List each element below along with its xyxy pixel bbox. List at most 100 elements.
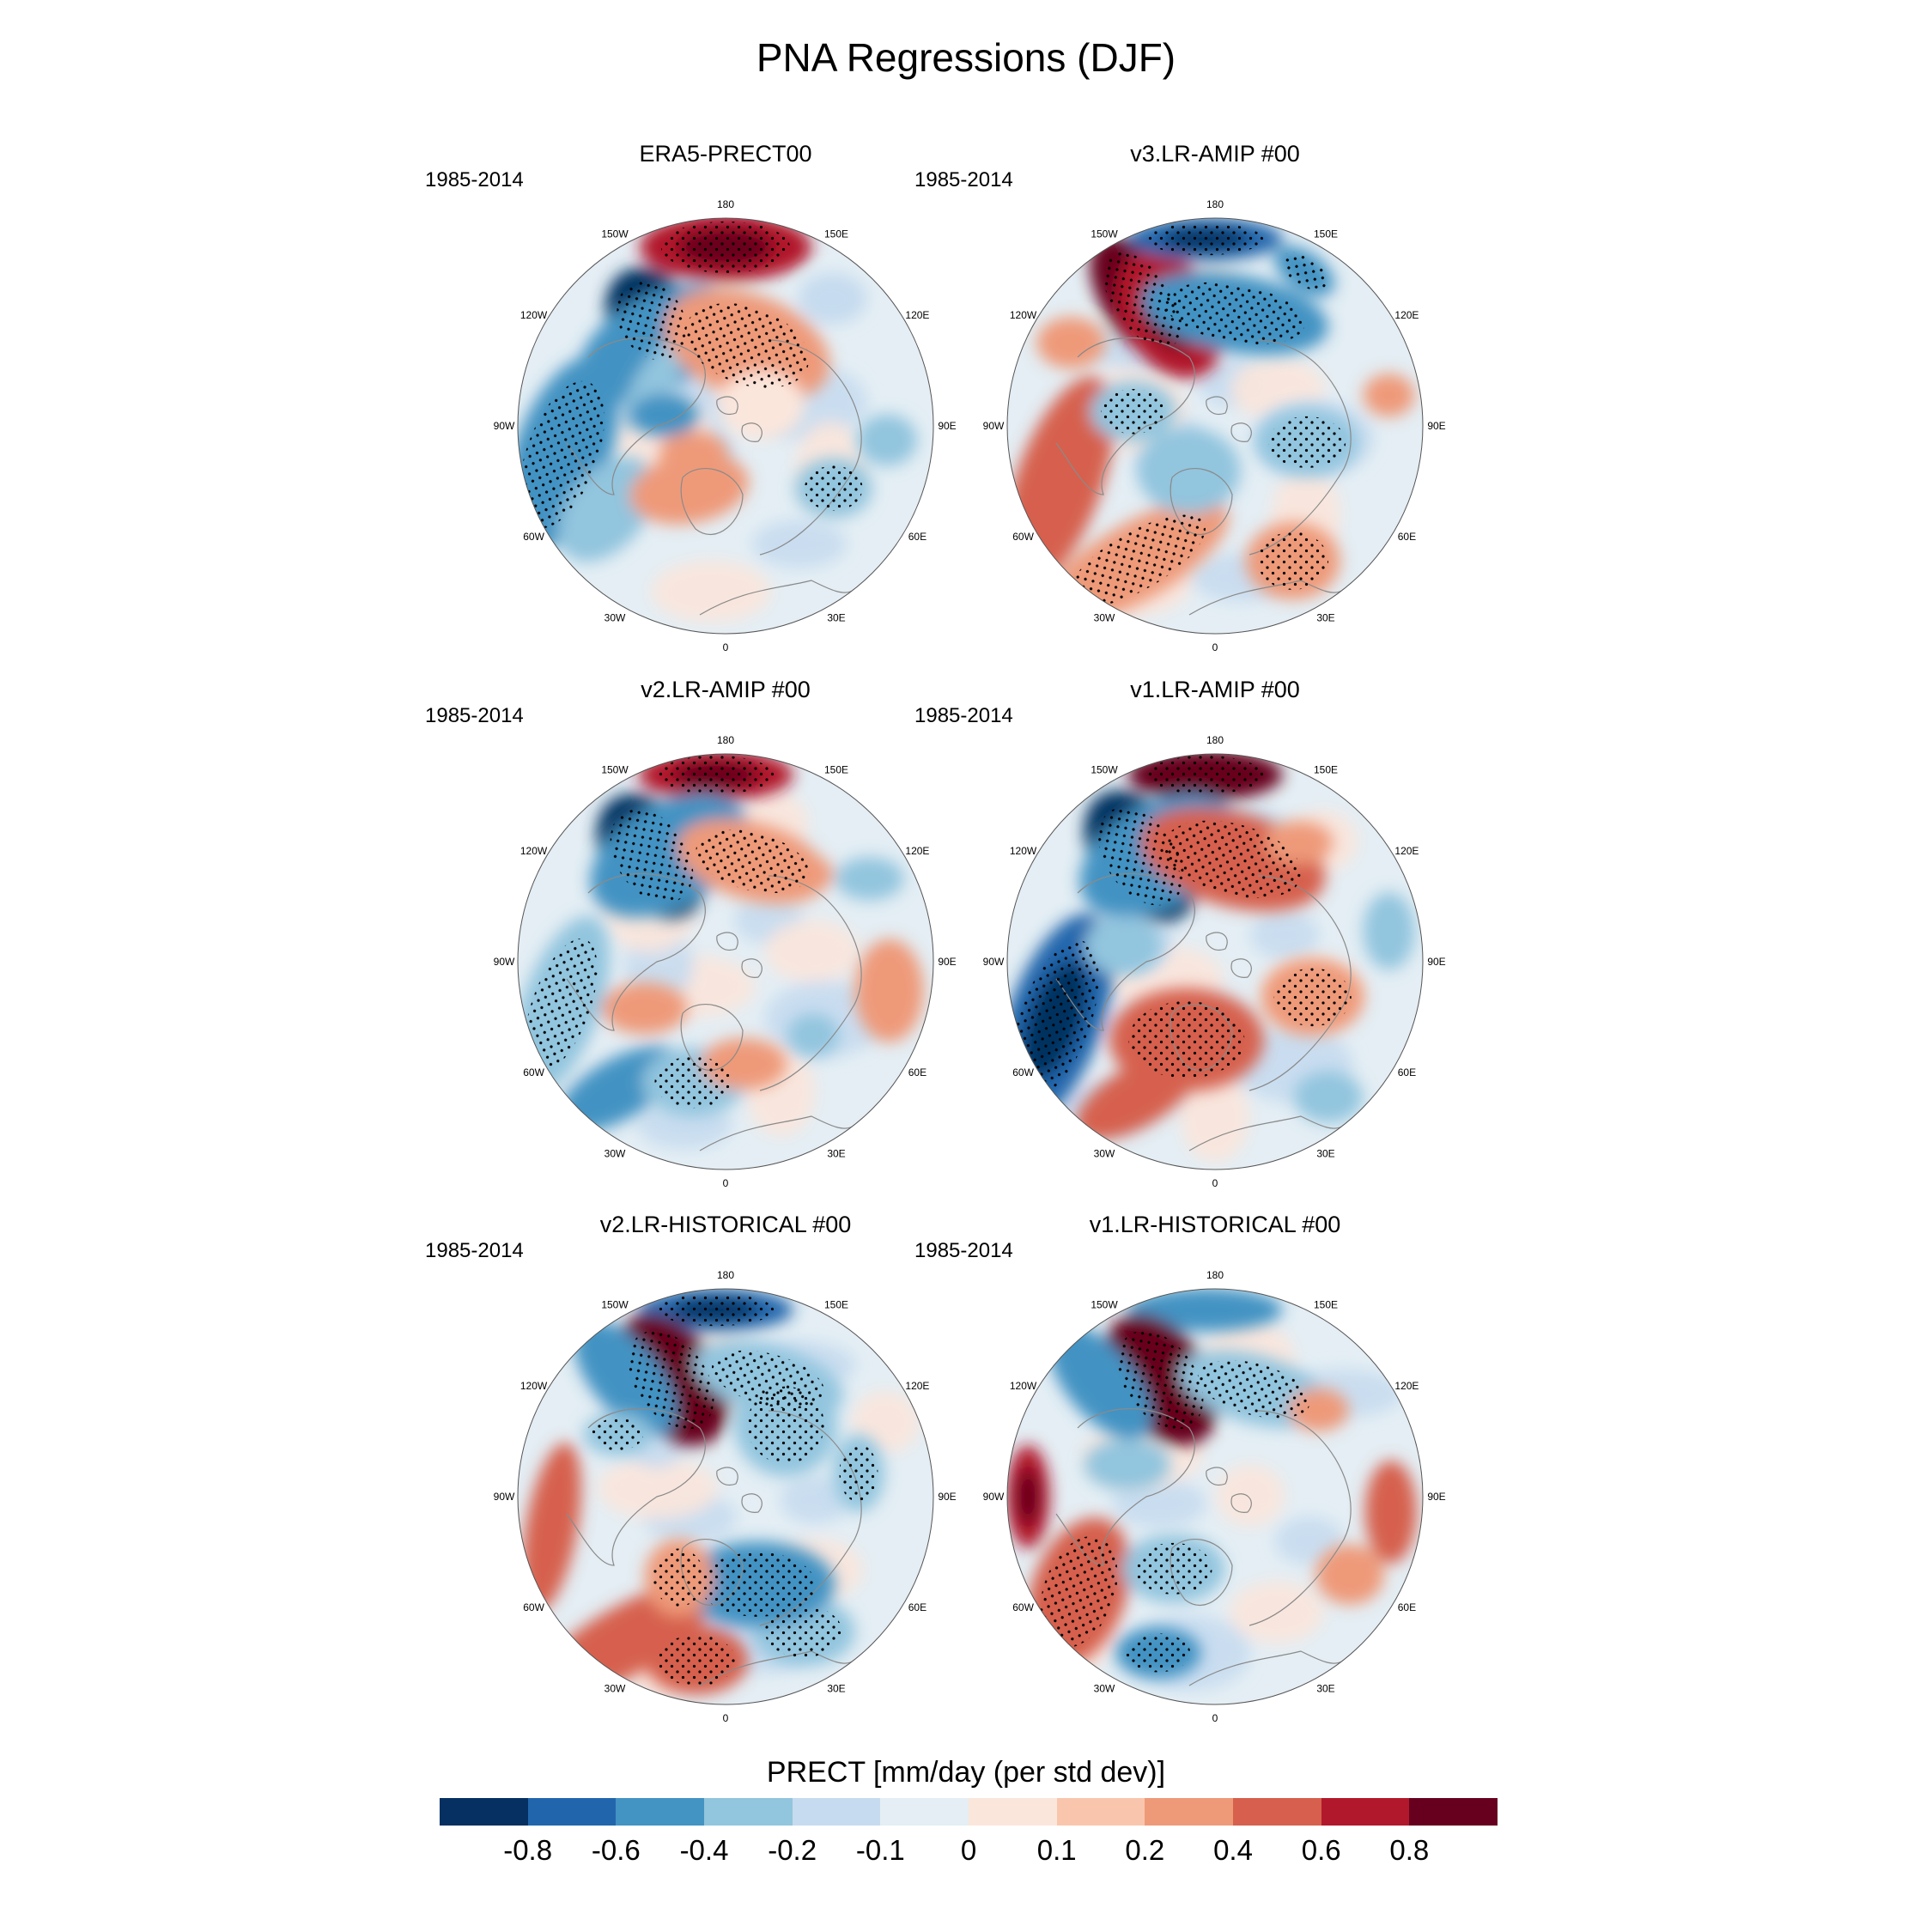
- significance-stippling: [524, 938, 598, 1073]
- neutral-anomaly-patch: [751, 519, 847, 568]
- longitude-label: 90E: [1427, 956, 1445, 968]
- longitude-label: 150W: [601, 764, 629, 776]
- significance-stippling: [658, 1293, 775, 1327]
- neutral-anomaly-patch: [1229, 1581, 1324, 1643]
- significance-stippling: [1011, 940, 1099, 1100]
- colorbar-tick-label: -0.4: [679, 1834, 729, 1866]
- longitude-label: 120W: [1010, 309, 1037, 321]
- period-label: 1985-2014: [425, 704, 524, 727]
- anomaly-region: [857, 414, 918, 466]
- colorbar-tick-label: -0.6: [591, 1834, 641, 1866]
- colorbar: [440, 1798, 1498, 1826]
- anomaly-region: [835, 857, 904, 901]
- longitude-label: 90E: [1427, 420, 1445, 432]
- panel-era5: 180 150E 120E 90E 60E 30E 0 30W 60W 90W 120W 150W E…: [425, 141, 966, 666]
- longitude-label: 90E: [938, 1491, 956, 1503]
- longitude-label: 180: [1206, 1269, 1224, 1281]
- polar-map: 180 150E 120E 90E 60E 30E 0 30W 60W 90W 120W 150W: [983, 198, 1446, 653]
- neutral-anomaly-patch: [651, 560, 772, 623]
- significance-stippling: [1068, 514, 1206, 607]
- longitude-label: 0: [723, 1712, 729, 1724]
- anomaly-region: [1137, 428, 1241, 514]
- panel-title: v3.LR-AMIP #00: [1130, 141, 1300, 167]
- longitude-label: 180: [1206, 734, 1224, 746]
- significance-stippling: [1040, 1536, 1118, 1649]
- polar-map: 180 150E 120E 90E 60E 30E 0 30W 60W 90W 120W 150W: [983, 734, 1446, 1189]
- panel-v1-historical: 180 150E 120E 90E 60E 30E 0 30W 60W 90W 120W 150W v…: [914, 1212, 1455, 1737]
- longitude-label: 60E: [1398, 531, 1416, 543]
- longitude-label: 120W: [520, 1380, 548, 1392]
- longitude-label: 180: [717, 1269, 734, 1281]
- anomaly-region: [1048, 1325, 1152, 1439]
- significance-stippling: [1257, 532, 1328, 590]
- neutral-anomaly-patch: [1112, 1479, 1207, 1528]
- polar-map: 180 150E 120E 90E 60E 30E 0 30W 60W 90W 120W 150W: [494, 198, 957, 653]
- longitude-label: 120E: [905, 845, 929, 857]
- longitude-label: 90W: [983, 956, 1005, 968]
- map-boundary: [1006, 217, 1424, 635]
- anomaly-region: [798, 272, 867, 325]
- longitude-label: 150W: [1091, 228, 1118, 240]
- significance-stippling: [1101, 388, 1166, 434]
- anomaly-region: [522, 1443, 581, 1613]
- longitude-label: 90W: [494, 956, 515, 968]
- significance-stippling: [804, 465, 863, 511]
- significance-stippling: [1117, 1330, 1204, 1430]
- period-label: 1985-2014: [425, 168, 524, 191]
- longitude-label: 150W: [601, 1299, 629, 1311]
- significance-stippling: [1163, 820, 1303, 899]
- colorbar-tick-label: 0.6: [1301, 1834, 1341, 1866]
- longitude-label: 0: [1212, 641, 1218, 653]
- neutral-anomaly-patch: [1216, 1464, 1285, 1527]
- significance-stippling: [696, 829, 810, 894]
- longitude-label: 150E: [1314, 1299, 1338, 1311]
- neutral-anomaly-patch: [1274, 1516, 1344, 1565]
- colorbar-swatch: [616, 1798, 705, 1826]
- anomaly-region: [1127, 1289, 1283, 1332]
- significance-stippling: [1147, 222, 1264, 256]
- panel-v2-historical: 180 150E 120E 90E 60E 30E 0 30W 60W 90W 120W 150W v…: [425, 1212, 966, 1737]
- neutral-anomaly-patch: [597, 1457, 718, 1520]
- significance-stippling: [661, 221, 790, 273]
- period-label: 1985-2014: [425, 1239, 524, 1262]
- significance-stippling: [684, 303, 810, 388]
- map-boundary: [517, 753, 934, 1170]
- polar-map: 180 150E 120E 90E 60E 30E 0 30W 60W 90W 120W 150W: [494, 734, 957, 1189]
- longitude-label: 180: [1206, 198, 1224, 210]
- anomaly-region: [601, 982, 688, 1035]
- longitude-label: 120E: [1394, 1380, 1419, 1392]
- colorbar-tick-label: -0.8: [503, 1834, 553, 1866]
- significance-stippling: [1268, 416, 1346, 468]
- longitude-label: 120E: [1394, 845, 1419, 857]
- significance-stippling: [1098, 806, 1184, 906]
- longitude-label: 60W: [523, 1601, 544, 1613]
- colorbar-tick-label: 0.8: [1389, 1834, 1430, 1866]
- longitude-label: 30E: [1316, 1147, 1334, 1159]
- longitude-label: 60E: [908, 1066, 927, 1078]
- longitude-label: 30W: [1094, 1147, 1115, 1159]
- panel-title: v1.LR-HISTORICAL #00: [1089, 1212, 1341, 1237]
- anomaly-region: [1364, 1460, 1417, 1564]
- colorbar-tick-label: 0: [960, 1834, 977, 1866]
- longitude-label: 120E: [905, 309, 929, 321]
- period-label: 1985-2014: [914, 168, 1013, 191]
- longitude-label: 150W: [1091, 1299, 1118, 1311]
- colorbar-tick-label: 0.2: [1125, 1834, 1165, 1866]
- significance-stippling: [1103, 252, 1182, 348]
- longitude-label: 120W: [1010, 845, 1037, 857]
- anomaly-region: [1294, 1071, 1364, 1123]
- panel-title: ERA5-PRECT00: [639, 141, 812, 167]
- significance-stippling: [746, 1386, 824, 1464]
- longitude-label: 60W: [523, 1066, 544, 1078]
- longitude-label: 150W: [1091, 764, 1118, 776]
- anomaly-region: [629, 393, 699, 437]
- longitude-label: 0: [723, 1177, 729, 1189]
- neutral-anomaly-patch: [764, 920, 860, 982]
- longitude-label: 120W: [1010, 1380, 1037, 1392]
- panel-v3-amip: 180 150E 120E 90E 60E 30E 0 30W 60W 90W 120W 150W v…: [914, 141, 1455, 666]
- significance-stippling: [592, 1418, 644, 1451]
- anomaly-region: [1036, 317, 1106, 369]
- significance-stippling: [654, 1056, 732, 1109]
- significance-stippling: [658, 755, 775, 794]
- map-boundary: [517, 1288, 934, 1705]
